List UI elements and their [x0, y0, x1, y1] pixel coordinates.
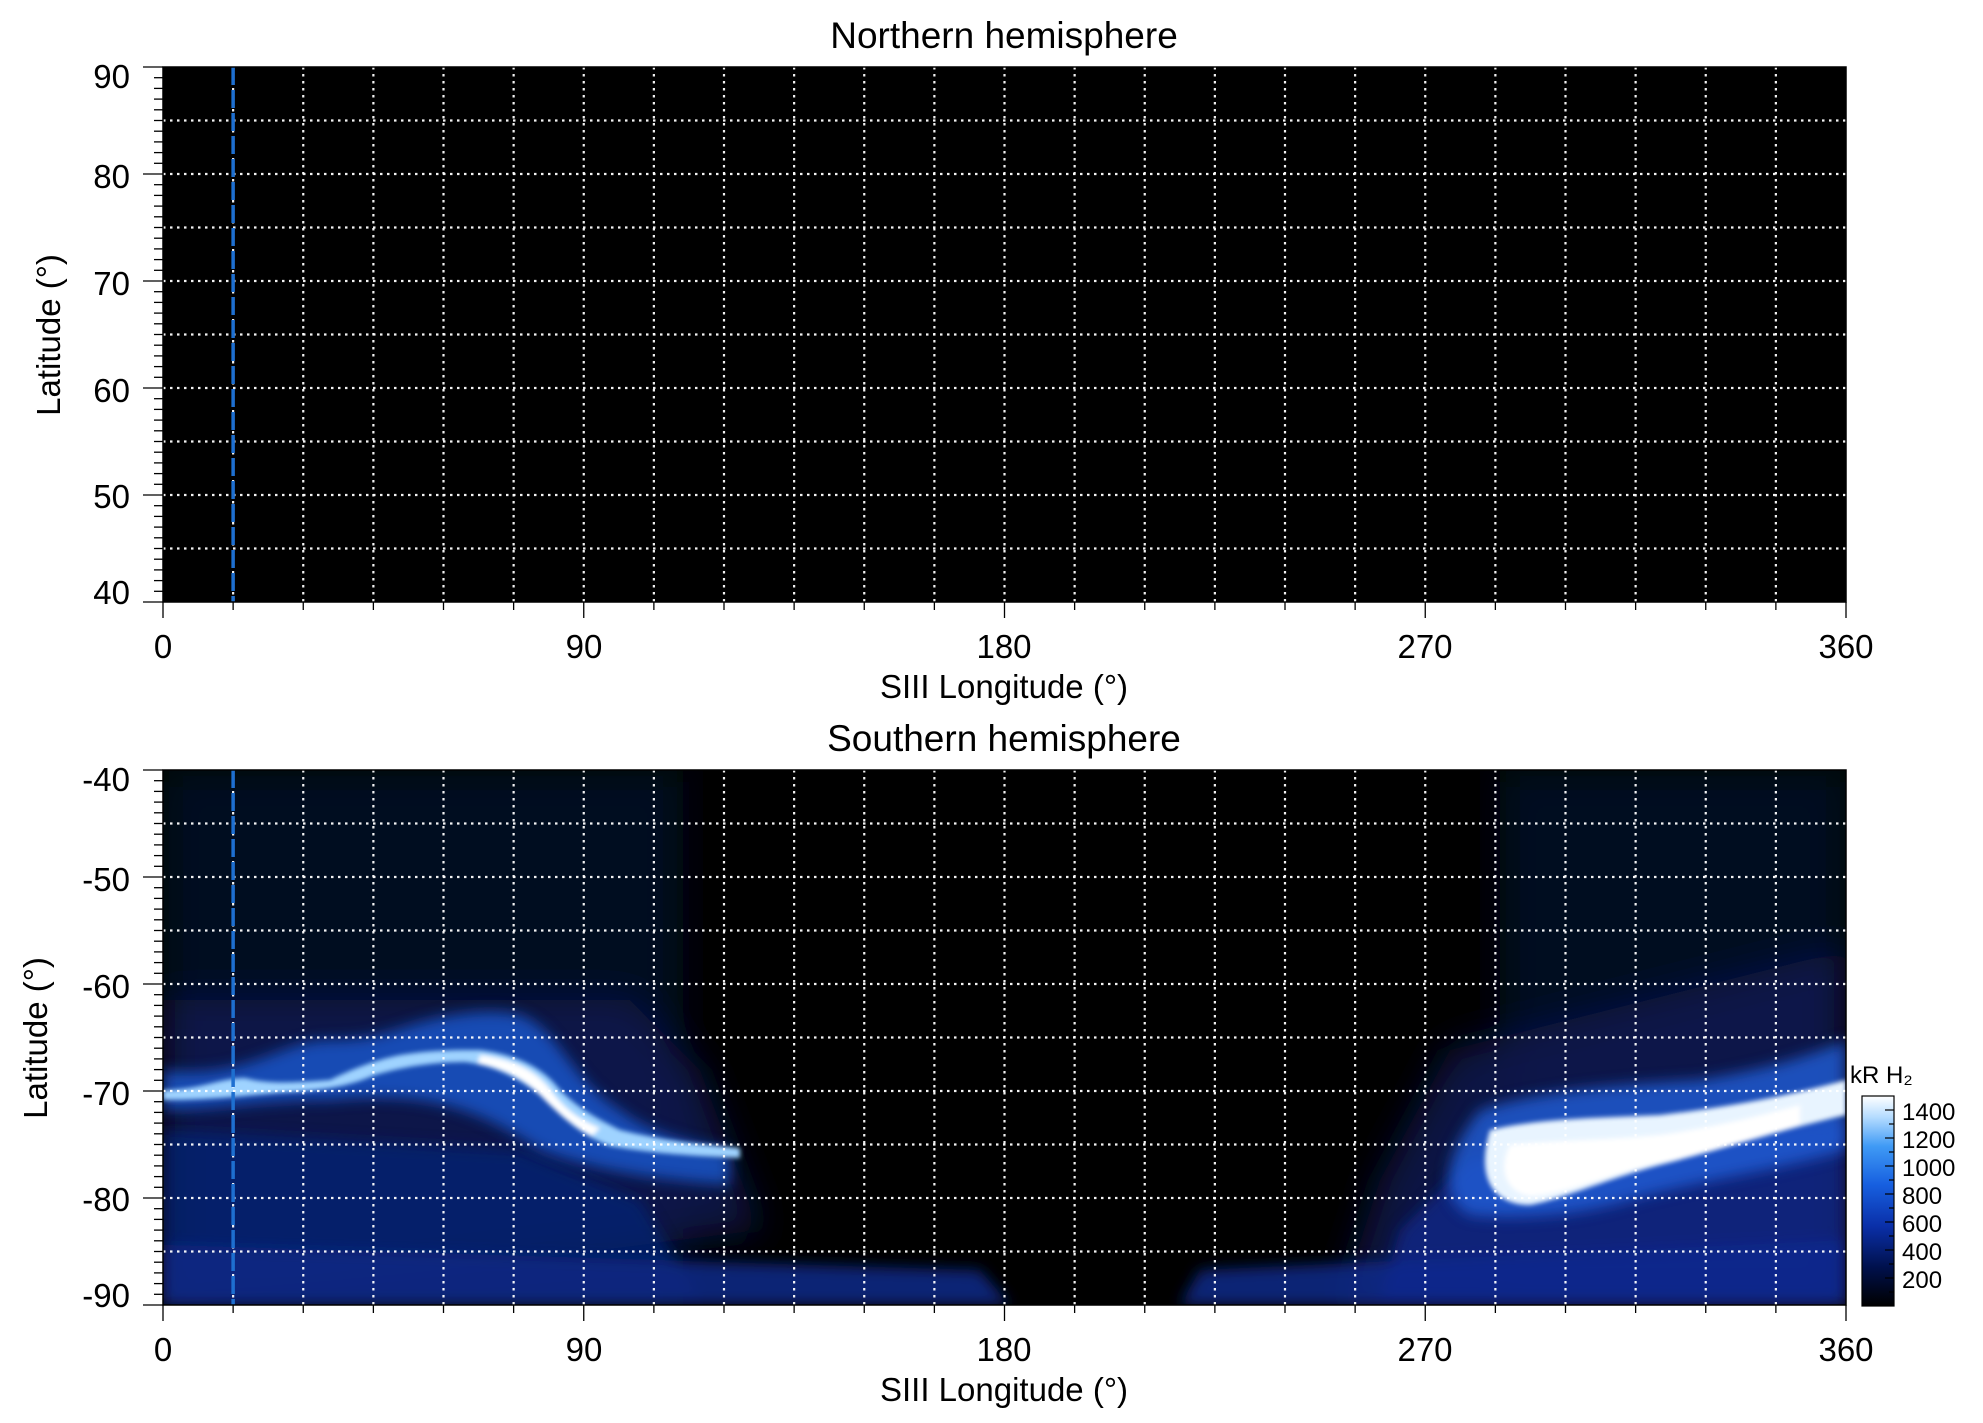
south-ytick-label: -50 [82, 861, 130, 898]
colorbar-tick-label: 1400 [1902, 1099, 1955, 1126]
north-xtick-label: 270 [1397, 628, 1452, 665]
south-west-oval-core [163, 1050, 740, 1158]
north-ytick-label: 50 [93, 478, 130, 515]
south-ytick-labels: -90 -80 -70 -60 -50 -40 [82, 761, 130, 1314]
north-ytick-labels: 40 50 60 70 80 90 [93, 58, 130, 611]
colorbar-label: kR H₂ [1850, 1062, 1913, 1089]
south-ytick-label: -80 [82, 1181, 130, 1218]
colorbar-ticks [1885, 1109, 1894, 1293]
south-x-axis-label: SIII Longitude (°) [880, 1371, 1128, 1408]
colorbar-tick-label: 1000 [1902, 1155, 1955, 1182]
colorbar-tick-label: 600 [1902, 1211, 1942, 1238]
colorbar-tick-label: 200 [1902, 1267, 1942, 1294]
north-xtick-label: 0 [154, 628, 172, 665]
colorbar-tick-label: 1200 [1902, 1127, 1955, 1154]
north-ytick-label: 90 [93, 58, 130, 95]
north-ytick-label: 40 [93, 574, 130, 611]
south-axes [143, 769, 1847, 1321]
south-xtick-label: 0 [154, 1331, 172, 1368]
south-xtick-label: 180 [976, 1331, 1031, 1368]
south-xtick-label: 270 [1397, 1331, 1452, 1368]
south-west-oval-glow [163, 1011, 730, 1185]
south-title: Southern hemisphere [827, 718, 1181, 759]
north-xtick-labels: 0 90 180 270 360 [154, 628, 1874, 665]
colorbar-tick-label: 800 [1902, 1183, 1942, 1210]
north-axes [143, 66, 1847, 618]
north-xtick-label: 360 [1818, 628, 1873, 665]
south-ytick-label: -70 [82, 1075, 130, 1112]
colorbar-tick-label: 400 [1902, 1239, 1942, 1266]
north-y-axis-label: Latitude (°) [30, 254, 67, 416]
south-panel: Southern hemisphere [17, 718, 1874, 1408]
south-xtick-labels: 0 90 180 270 360 [154, 1331, 1874, 1368]
south-xtick-label: 90 [566, 1331, 603, 1368]
south-xtick-label: 360 [1818, 1331, 1873, 1368]
south-east-oval-core [1484, 1080, 1846, 1205]
colorbar-gradient [1861, 1095, 1895, 1307]
north-xtick-label: 90 [566, 628, 603, 665]
south-ytick-label: -40 [82, 761, 130, 798]
colorbar-tick-labels: 1400 1200 1000 800 600 400 200 [1902, 1099, 1955, 1294]
north-ytick-label: 60 [93, 372, 130, 409]
north-title: Northern hemisphere [830, 15, 1178, 56]
north-xtick-label: 180 [976, 628, 1031, 665]
colorbar: kR H₂ 1400 1200 1000 800 600 400 200 [1850, 1062, 1955, 1307]
south-emission [163, 770, 1846, 1305]
north-ytick-label: 70 [93, 265, 130, 302]
north-panel: Northern hemisphere 0 90 180 270 360 40 … [30, 15, 1874, 705]
north-grid [163, 67, 1846, 602]
north-ytick-label: 80 [93, 158, 130, 195]
south-grid [163, 770, 1846, 1305]
south-y-axis-label: Latitude (°) [17, 957, 54, 1119]
south-ytick-label: -60 [82, 968, 130, 1005]
north-x-axis-label: SIII Longitude (°) [880, 668, 1128, 705]
south-ytick-label: -90 [82, 1277, 130, 1314]
